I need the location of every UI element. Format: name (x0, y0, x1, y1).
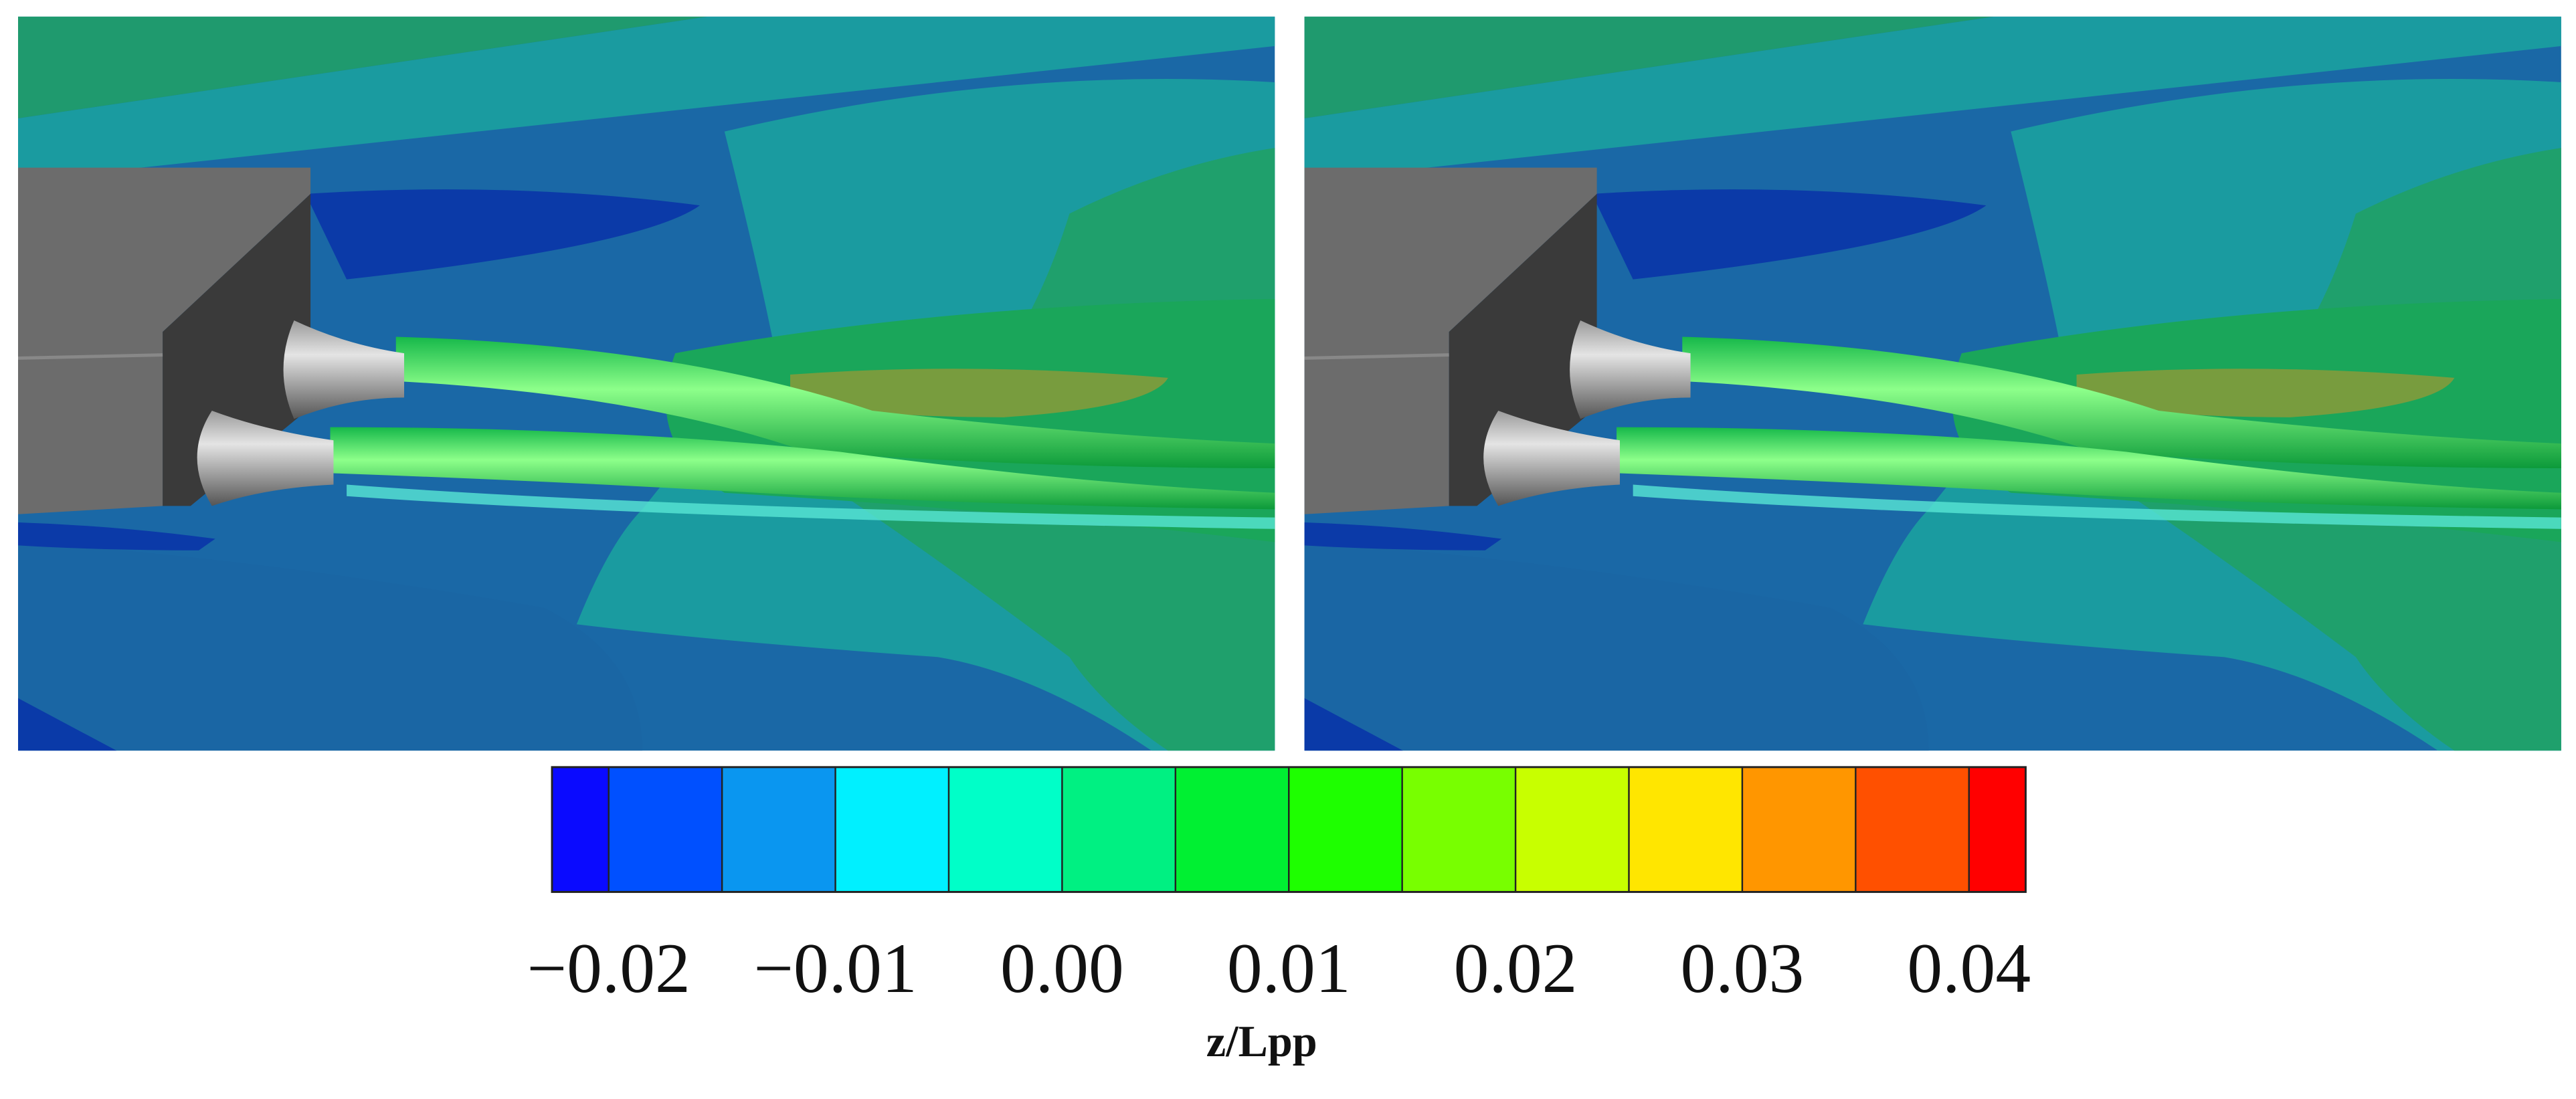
color-segment (722, 767, 836, 892)
x-tick-label: 0.00 (1000, 929, 1124, 1007)
left-panel (18, 17, 1275, 751)
color-segment (608, 767, 723, 892)
color-segment (1402, 767, 1516, 892)
color-segment (552, 767, 609, 892)
x-tick-label: 0.02 (1454, 929, 1578, 1007)
color-segment (1629, 767, 1742, 892)
color-segment (835, 767, 949, 892)
color-segment (1515, 767, 1629, 892)
color-segment (1855, 767, 1969, 892)
x-tick-label: 0.03 (1681, 929, 1805, 1007)
x-tick-label: −0.02 (527, 929, 691, 1007)
colorbar-frame (551, 766, 2027, 893)
color-segment (1742, 767, 1856, 892)
color-segment (1968, 767, 2026, 892)
color-segment (1289, 767, 1402, 892)
color-segment (1062, 767, 1176, 892)
color-segment (948, 767, 1063, 892)
x-tick-label: 0.01 (1227, 929, 1351, 1007)
colorbar-label: z/Lpp (1206, 1017, 1317, 1066)
x-tick-label: 0.04 (1907, 929, 2031, 1007)
color-segment (1175, 767, 1289, 892)
right-panel (1305, 17, 2561, 751)
x-tick-label: −0.01 (753, 929, 917, 1007)
